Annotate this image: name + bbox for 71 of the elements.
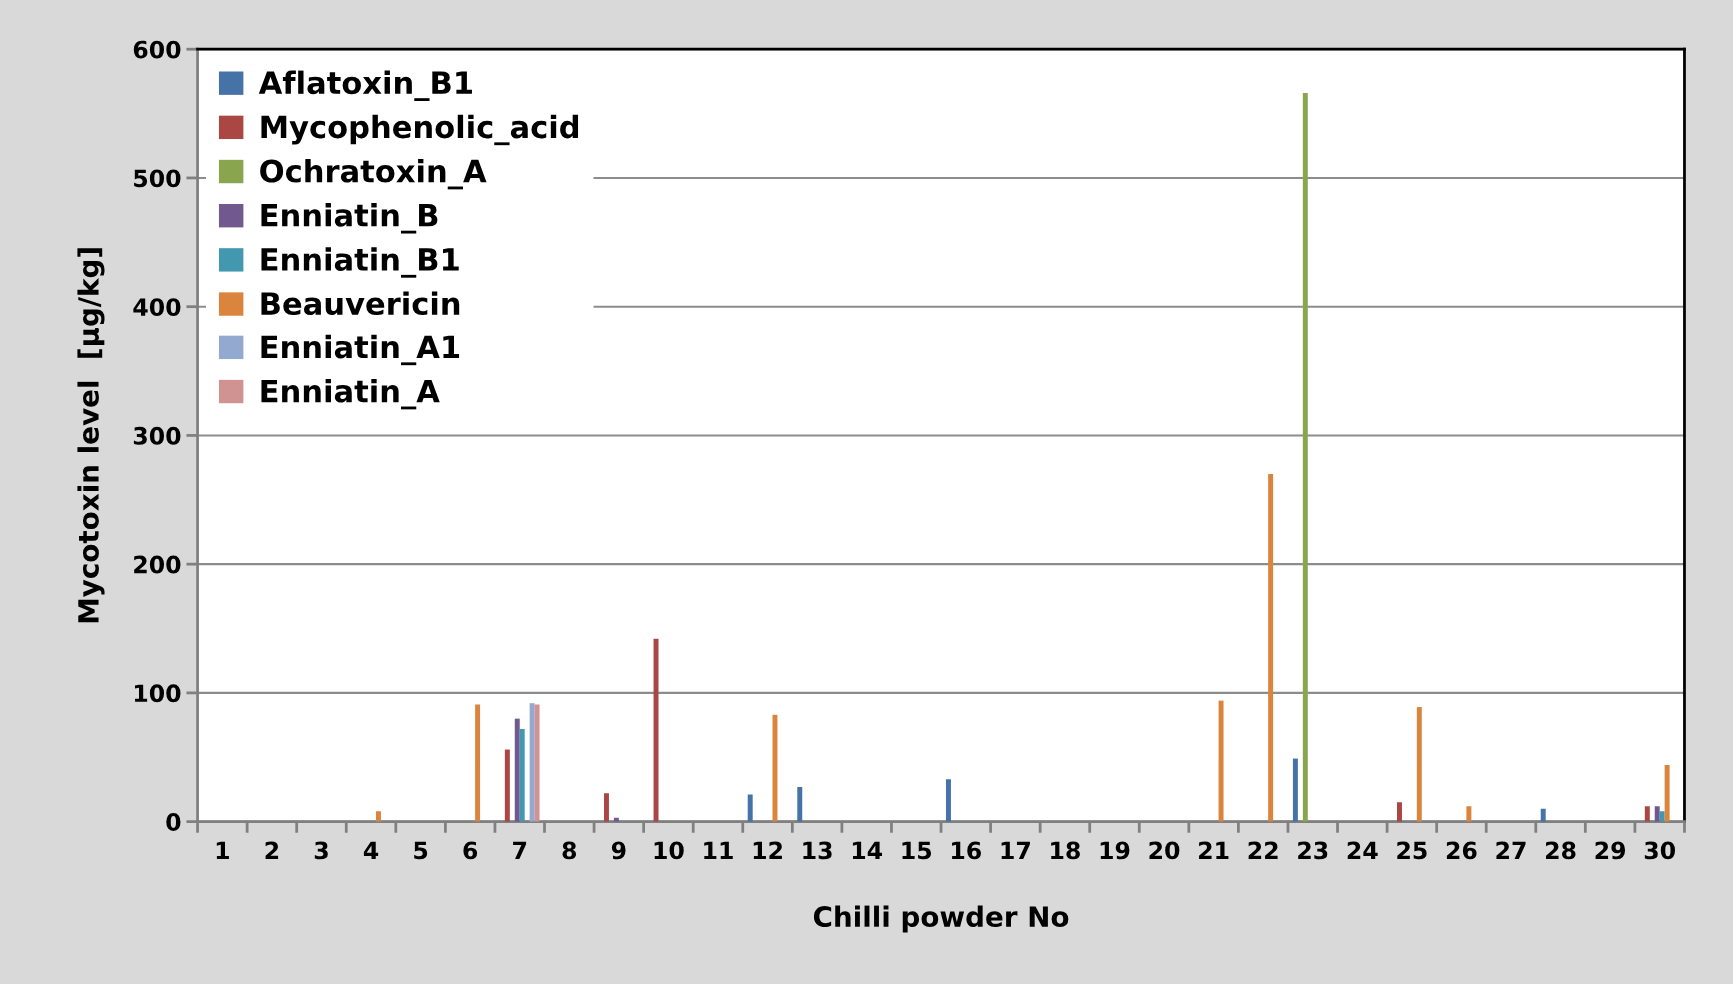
bar <box>1218 700 1224 822</box>
bar <box>1466 806 1472 822</box>
x-tick-label: 24 <box>1347 841 1378 860</box>
legend-label: Ochratoxin_A <box>260 158 487 190</box>
x-tick-label: 11 <box>704 841 733 860</box>
x-tick-label: 4 <box>363 841 379 860</box>
bar <box>945 779 951 822</box>
bar <box>534 704 540 822</box>
bar <box>1654 806 1660 822</box>
x-tick-label: 16 <box>952 841 981 860</box>
bar <box>1644 806 1650 822</box>
bar <box>1292 758 1298 822</box>
bar <box>1664 764 1670 822</box>
y-tick-label: 200 <box>134 555 181 574</box>
legend-label: Enniatin_B <box>261 203 438 234</box>
legend-label: Enniatin_B1 <box>261 247 459 278</box>
legend-label: Mycophenolic_acid <box>261 114 579 146</box>
bar <box>475 704 481 822</box>
x-tick-label: 19 <box>1100 841 1130 860</box>
legend-label: Beauvericin <box>261 291 460 316</box>
x-tick-label: 28 <box>1546 841 1576 860</box>
y-tick-label: 300 <box>133 426 181 445</box>
x-tick-label: 20 <box>1149 841 1180 860</box>
x-tick-label: 25 <box>1397 841 1427 860</box>
x-tick-label: 22 <box>1248 841 1278 860</box>
x-tick-label: 8 <box>562 841 577 860</box>
x-tick-label: 21 <box>1199 841 1229 860</box>
bar <box>1397 802 1402 822</box>
legend-label: Enniatin_A <box>261 378 440 410</box>
bar <box>653 638 659 822</box>
x-tick-label: 27 <box>1496 841 1526 860</box>
y-tick-label: 500 <box>134 169 181 188</box>
x-tick-label: 7 <box>513 841 527 860</box>
y-tick-label: 600 <box>133 40 181 59</box>
bar <box>519 728 525 822</box>
x-tick-label: 29 <box>1595 841 1626 860</box>
x-tick-label: 14 <box>852 841 883 860</box>
x-tick-label: 10 <box>654 841 684 860</box>
legend-label: Aflatoxin_B1 <box>258 70 472 102</box>
bar <box>1416 707 1422 822</box>
bar <box>603 793 609 822</box>
y-tick-label: 400 <box>133 298 181 316</box>
x-tick-label: 30 <box>1644 841 1675 860</box>
bar <box>797 786 803 822</box>
x-tick-label: 17 <box>1001 841 1030 860</box>
x-tick-label: 15 <box>902 841 932 860</box>
bar <box>504 749 510 822</box>
y-axis-title: Mycotoxin level [µg/kg] <box>77 248 105 623</box>
x-tick-label: 2 <box>265 841 279 860</box>
x-tick-label: 26 <box>1446 841 1477 860</box>
bar <box>529 703 535 822</box>
x-tick-label: 9 <box>611 841 626 860</box>
bar <box>747 794 753 822</box>
x-axis-title: Chilli powder No <box>813 905 1069 933</box>
x-tick-label: 12 <box>753 841 782 860</box>
bar <box>375 811 381 822</box>
bar <box>1302 92 1308 822</box>
x-tick-label: 5 <box>414 841 428 860</box>
bar <box>1268 474 1274 822</box>
x-tick-label: 1 <box>216 841 229 860</box>
bar <box>1540 808 1546 822</box>
bar <box>1659 811 1665 822</box>
legend-label: Enniatin_A1 <box>261 334 460 366</box>
bar <box>514 718 520 822</box>
x-tick-label: 3 <box>314 841 328 860</box>
y-tick-label: 100 <box>134 684 181 703</box>
x-tick-label: 13 <box>803 841 832 860</box>
x-tick-label: 6 <box>463 841 478 860</box>
x-tick-label: 23 <box>1298 841 1328 860</box>
x-tick-label: 18 <box>1051 841 1080 860</box>
y-tick-label: 0 <box>166 813 181 831</box>
